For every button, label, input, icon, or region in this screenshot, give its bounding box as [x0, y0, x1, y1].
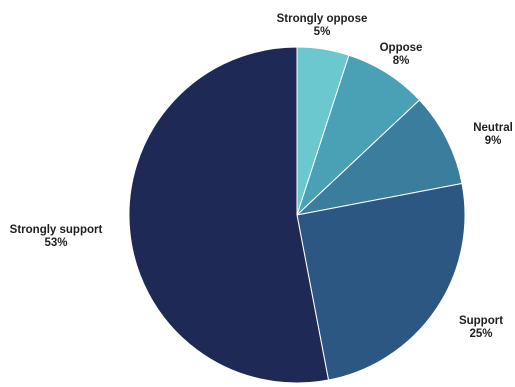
label-strongly-oppose-value: 5% [313, 26, 331, 38]
label-support-name: Support [458, 315, 504, 327]
pie-slices [128, 46, 466, 384]
label-strongly-support: Strongly support 53% [10, 224, 103, 250]
label-oppose-value: 8% [392, 55, 410, 67]
label-strongly-oppose-name: Strongly oppose [276, 13, 368, 25]
label-oppose-name: Oppose [379, 42, 423, 54]
pie-slice-strongly-support [128, 46, 330, 384]
label-oppose: Oppose 8% [380, 42, 423, 68]
label-support: Support 25% [459, 315, 503, 341]
label-strongly-support-value: 53% [44, 237, 68, 249]
pie-slice-support [296, 182, 466, 381]
pie-slice-neutral [295, 99, 463, 216]
label-strongly-oppose: Strongly oppose 5% [277, 13, 368, 39]
label-strongly-support-name: Strongly support [9, 224, 103, 236]
label-neutral-value: 9% [484, 135, 502, 147]
label-neutral-name: Neutral [473, 122, 513, 134]
label-support-value: 25% [469, 328, 493, 340]
label-neutral: Neutral 9% [473, 122, 513, 148]
